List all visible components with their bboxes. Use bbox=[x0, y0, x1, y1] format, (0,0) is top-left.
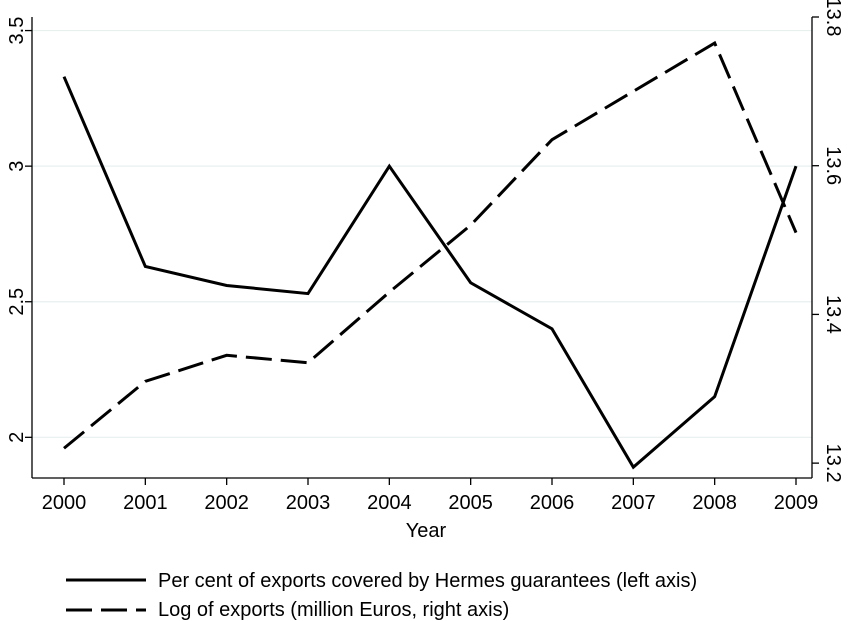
x-tick-label: 2000 bbox=[42, 492, 87, 514]
series-line-exports bbox=[63, 40, 798, 450]
legend: Per cent of exports covered by Hermes gu… bbox=[66, 570, 697, 621]
x-tick-label: 2001 bbox=[123, 492, 168, 514]
left-tick-label: 3 bbox=[6, 161, 28, 172]
legend-label-exports: Log of exports (million Euros, right axi… bbox=[158, 599, 509, 621]
x-tick-label: 2005 bbox=[448, 492, 493, 514]
series-lines bbox=[62, 40, 798, 470]
plot-frame bbox=[31, 17, 813, 479]
x-axis-title: Year bbox=[406, 520, 447, 542]
left-axis-ticks: 2 2.5 3 3.5 bbox=[6, 17, 32, 443]
x-tick-label: 2007 bbox=[611, 492, 656, 514]
x-tick-label: 2004 bbox=[367, 492, 412, 514]
left-tick-label: 2 bbox=[6, 432, 28, 443]
right-tick-label: 13.6 bbox=[822, 146, 844, 185]
right-tick-label: 13.4 bbox=[822, 295, 844, 334]
gridlines bbox=[32, 29, 812, 438]
x-tick-label: 2006 bbox=[530, 492, 575, 514]
right-axis-ticks: 13.2 13.4 13.6 13.8 bbox=[812, 0, 844, 483]
x-tick-label: 2008 bbox=[692, 492, 737, 514]
left-tick-label: 3.5 bbox=[6, 17, 28, 45]
x-tick-label: 2009 bbox=[774, 492, 819, 514]
right-tick-label: 13.8 bbox=[822, 0, 844, 36]
left-tick-label: 2.5 bbox=[6, 288, 28, 316]
right-tick-label: 13.2 bbox=[822, 444, 844, 483]
legend-item: Log of exports (million Euros, right axi… bbox=[66, 599, 509, 621]
x-tick-label: 2002 bbox=[204, 492, 249, 514]
legend-label-hermes: Per cent of exports covered by Hermes gu… bbox=[158, 570, 697, 592]
x-axis-ticks: 2000 2001 2002 2003 2004 2005 2006 2007 2008 2009 bbox=[42, 478, 819, 514]
legend-item: Per cent of exports covered by Hermes gu… bbox=[66, 570, 697, 592]
series-line-hermes bbox=[62, 76, 798, 470]
x-tick-label: 2003 bbox=[286, 492, 331, 514]
